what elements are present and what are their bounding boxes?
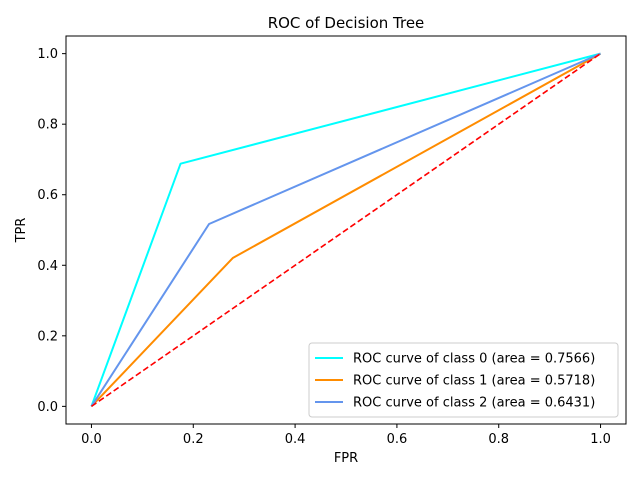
axis-ticks: 0.0 0.2 0.4 0.6 0.8 1.0 0.0 0.2 0.4 0.6 0.8 1.0 xyxy=(37,47,611,447)
y-tick-label: 1.0 xyxy=(37,47,58,62)
y-tick-label: 0.8 xyxy=(37,118,58,133)
legend-label-class-2: ROC curve of class 2 (area = 0.6431) xyxy=(353,396,595,411)
y-axis-title: TPR xyxy=(14,218,29,244)
chance-diagonal-line xyxy=(90,52,602,408)
y-tick-label: 0.6 xyxy=(37,188,58,203)
x-tick-label: 0.4 xyxy=(285,432,306,447)
roc-line-class-1 xyxy=(90,52,602,408)
y-tick-label: 0.4 xyxy=(37,259,58,274)
x-tick-label: 1.0 xyxy=(590,432,611,447)
legend-label-class-1: ROC curve of class 1 (area = 0.5718) xyxy=(353,374,595,389)
x-tick-label: 0.8 xyxy=(488,432,509,447)
plot-frame xyxy=(65,35,627,425)
plot-area xyxy=(90,52,602,408)
legend: ROC curve of class 0 (area = 0.7566) ROC … xyxy=(308,342,619,418)
x-tick-label: 0.6 xyxy=(387,432,408,447)
legend-box xyxy=(308,342,619,418)
roc-line-class-2 xyxy=(90,52,601,407)
x-axis-title: FPR xyxy=(334,451,358,466)
x-tick-label: 0.2 xyxy=(183,432,204,447)
roc-line-class-0 xyxy=(90,52,601,407)
chart-title: ROC of Decision Tree xyxy=(268,14,425,32)
legend-label-class-0: ROC curve of class 0 (area = 0.7566) xyxy=(353,352,595,367)
y-tick-label: 0.0 xyxy=(37,400,58,415)
y-tick-label: 0.2 xyxy=(37,329,58,344)
x-tick-label: 0.0 xyxy=(81,432,102,447)
